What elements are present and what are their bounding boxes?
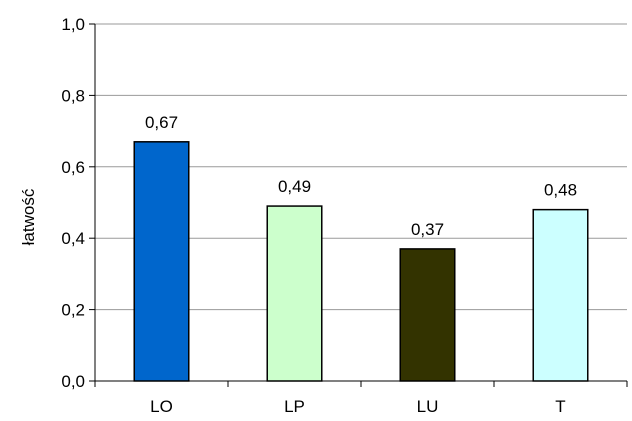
y-tick-label: 1,0 (61, 15, 85, 34)
x-category-label: LP (284, 397, 305, 416)
bar-t (532, 208, 589, 382)
data-label: 0,48 (544, 181, 577, 200)
bar-lo (133, 141, 190, 382)
y-tick-label: 0,2 (61, 301, 85, 320)
x-category-label: LO (150, 397, 173, 416)
x-category-label: LU (417, 397, 439, 416)
data-label: 0,37 (411, 220, 444, 239)
x-category-label: T (555, 397, 565, 416)
y-axis-title: łatwość (19, 188, 38, 245)
data-label: 0,49 (278, 177, 311, 196)
bars (133, 141, 589, 382)
labels: 0,0 0,2 0,4 0,6 0,8 1,0 0,67 LO 0,49 LP 0,37 LU 0,48… (61, 15, 577, 416)
bar-lu (399, 248, 456, 382)
y-tick-label: 0,0 (61, 372, 85, 391)
y-tick-label: 0,4 (61, 229, 85, 248)
data-label: 0,67 (145, 113, 178, 132)
y-tick-label: 0,8 (61, 86, 85, 105)
y-tick-label: 0,6 (61, 158, 85, 177)
bar-lp (266, 205, 323, 382)
